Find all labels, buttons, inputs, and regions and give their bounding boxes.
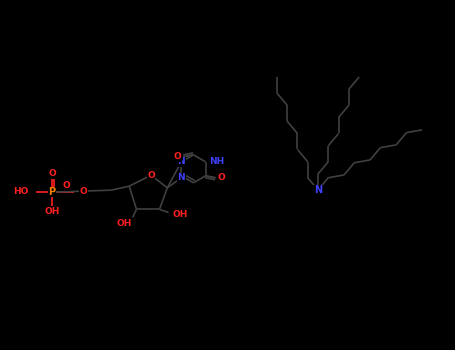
Text: OH: OH bbox=[44, 208, 60, 217]
Text: N: N bbox=[177, 173, 185, 182]
Text: O: O bbox=[217, 173, 225, 182]
Text: HO: HO bbox=[13, 188, 28, 196]
Text: O: O bbox=[173, 152, 182, 161]
Text: O: O bbox=[62, 182, 70, 190]
Text: P: P bbox=[48, 187, 56, 197]
Text: N: N bbox=[177, 157, 185, 166]
Text: OH: OH bbox=[172, 210, 188, 219]
Text: N: N bbox=[314, 185, 322, 195]
Text: O: O bbox=[147, 171, 155, 180]
Text: NH: NH bbox=[210, 157, 225, 166]
Text: OH: OH bbox=[117, 219, 132, 228]
Text: O: O bbox=[48, 169, 56, 178]
Text: O: O bbox=[80, 187, 87, 196]
